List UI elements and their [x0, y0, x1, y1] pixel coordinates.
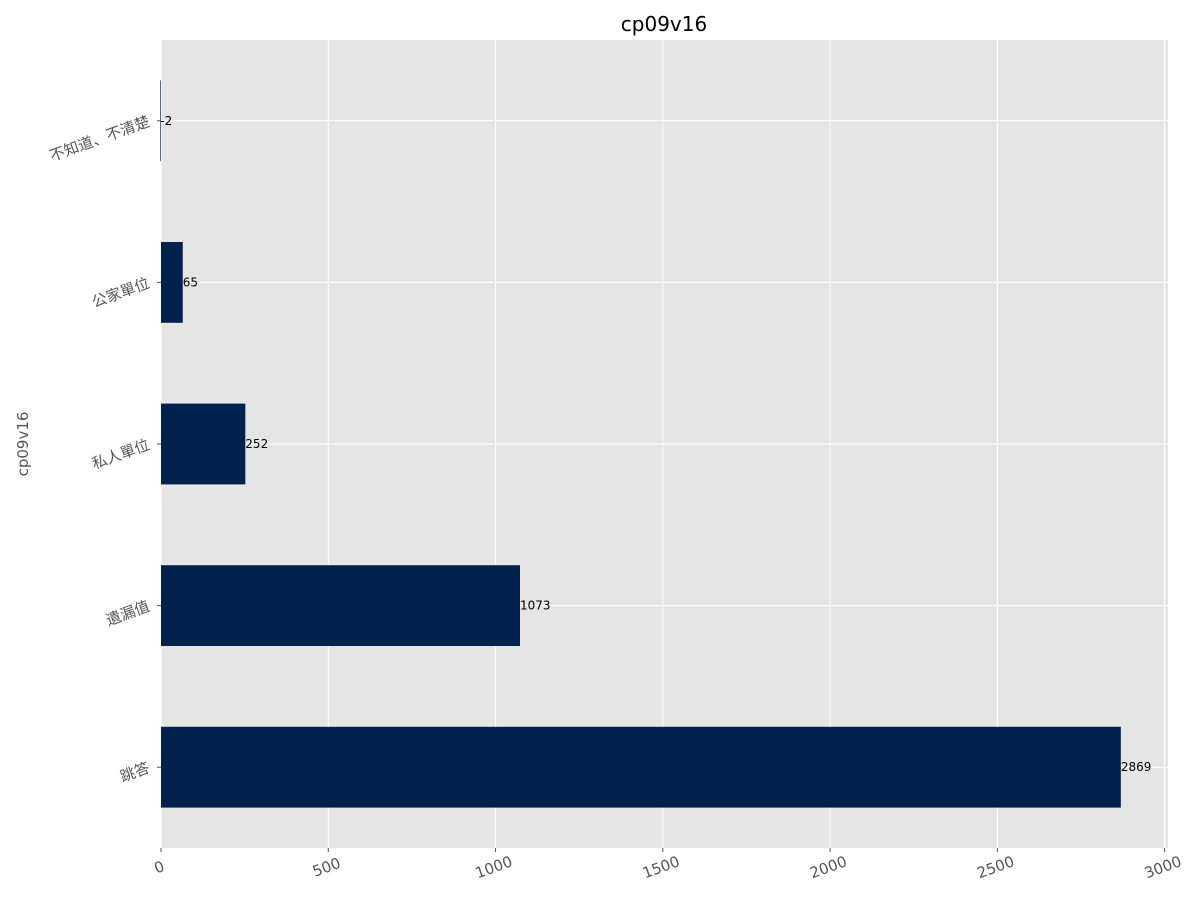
y-tick-label: 不知道、不清楚: [47, 112, 152, 165]
bars: [160, 80, 1121, 808]
x-tick-label: 1000: [473, 852, 515, 882]
bar-value-label: 1073: [520, 599, 551, 613]
data-labels: 2869 1073 252 65 -2: [160, 114, 1151, 774]
x-tick-label: 1500: [640, 852, 682, 882]
x-tick-label: 3000: [1142, 852, 1184, 882]
y-tick-label: 私人單位: [90, 436, 153, 473]
bar: [161, 565, 520, 646]
chart-title: cp09v16: [621, 12, 707, 36]
y-tick-label: 遺漏值: [104, 597, 152, 629]
x-tick-label: 2500: [975, 852, 1017, 882]
bar: [161, 726, 1121, 808]
bar: [161, 403, 246, 485]
bar: [161, 242, 183, 323]
y-tick-label: 公家單位: [90, 274, 153, 311]
bar-value-label: 252: [245, 437, 268, 451]
bar-value-label: -2: [160, 114, 172, 128]
bar-value-label: 2869: [1121, 760, 1152, 774]
y-tick-label: 跳答: [118, 759, 152, 786]
x-tick-label: 0: [152, 857, 167, 877]
x-tick-label: 500: [310, 854, 343, 881]
x-tick-label: 2000: [807, 852, 849, 882]
y-axis-label: cp09v16: [14, 412, 32, 477]
bar-value-label: 65: [183, 275, 198, 289]
